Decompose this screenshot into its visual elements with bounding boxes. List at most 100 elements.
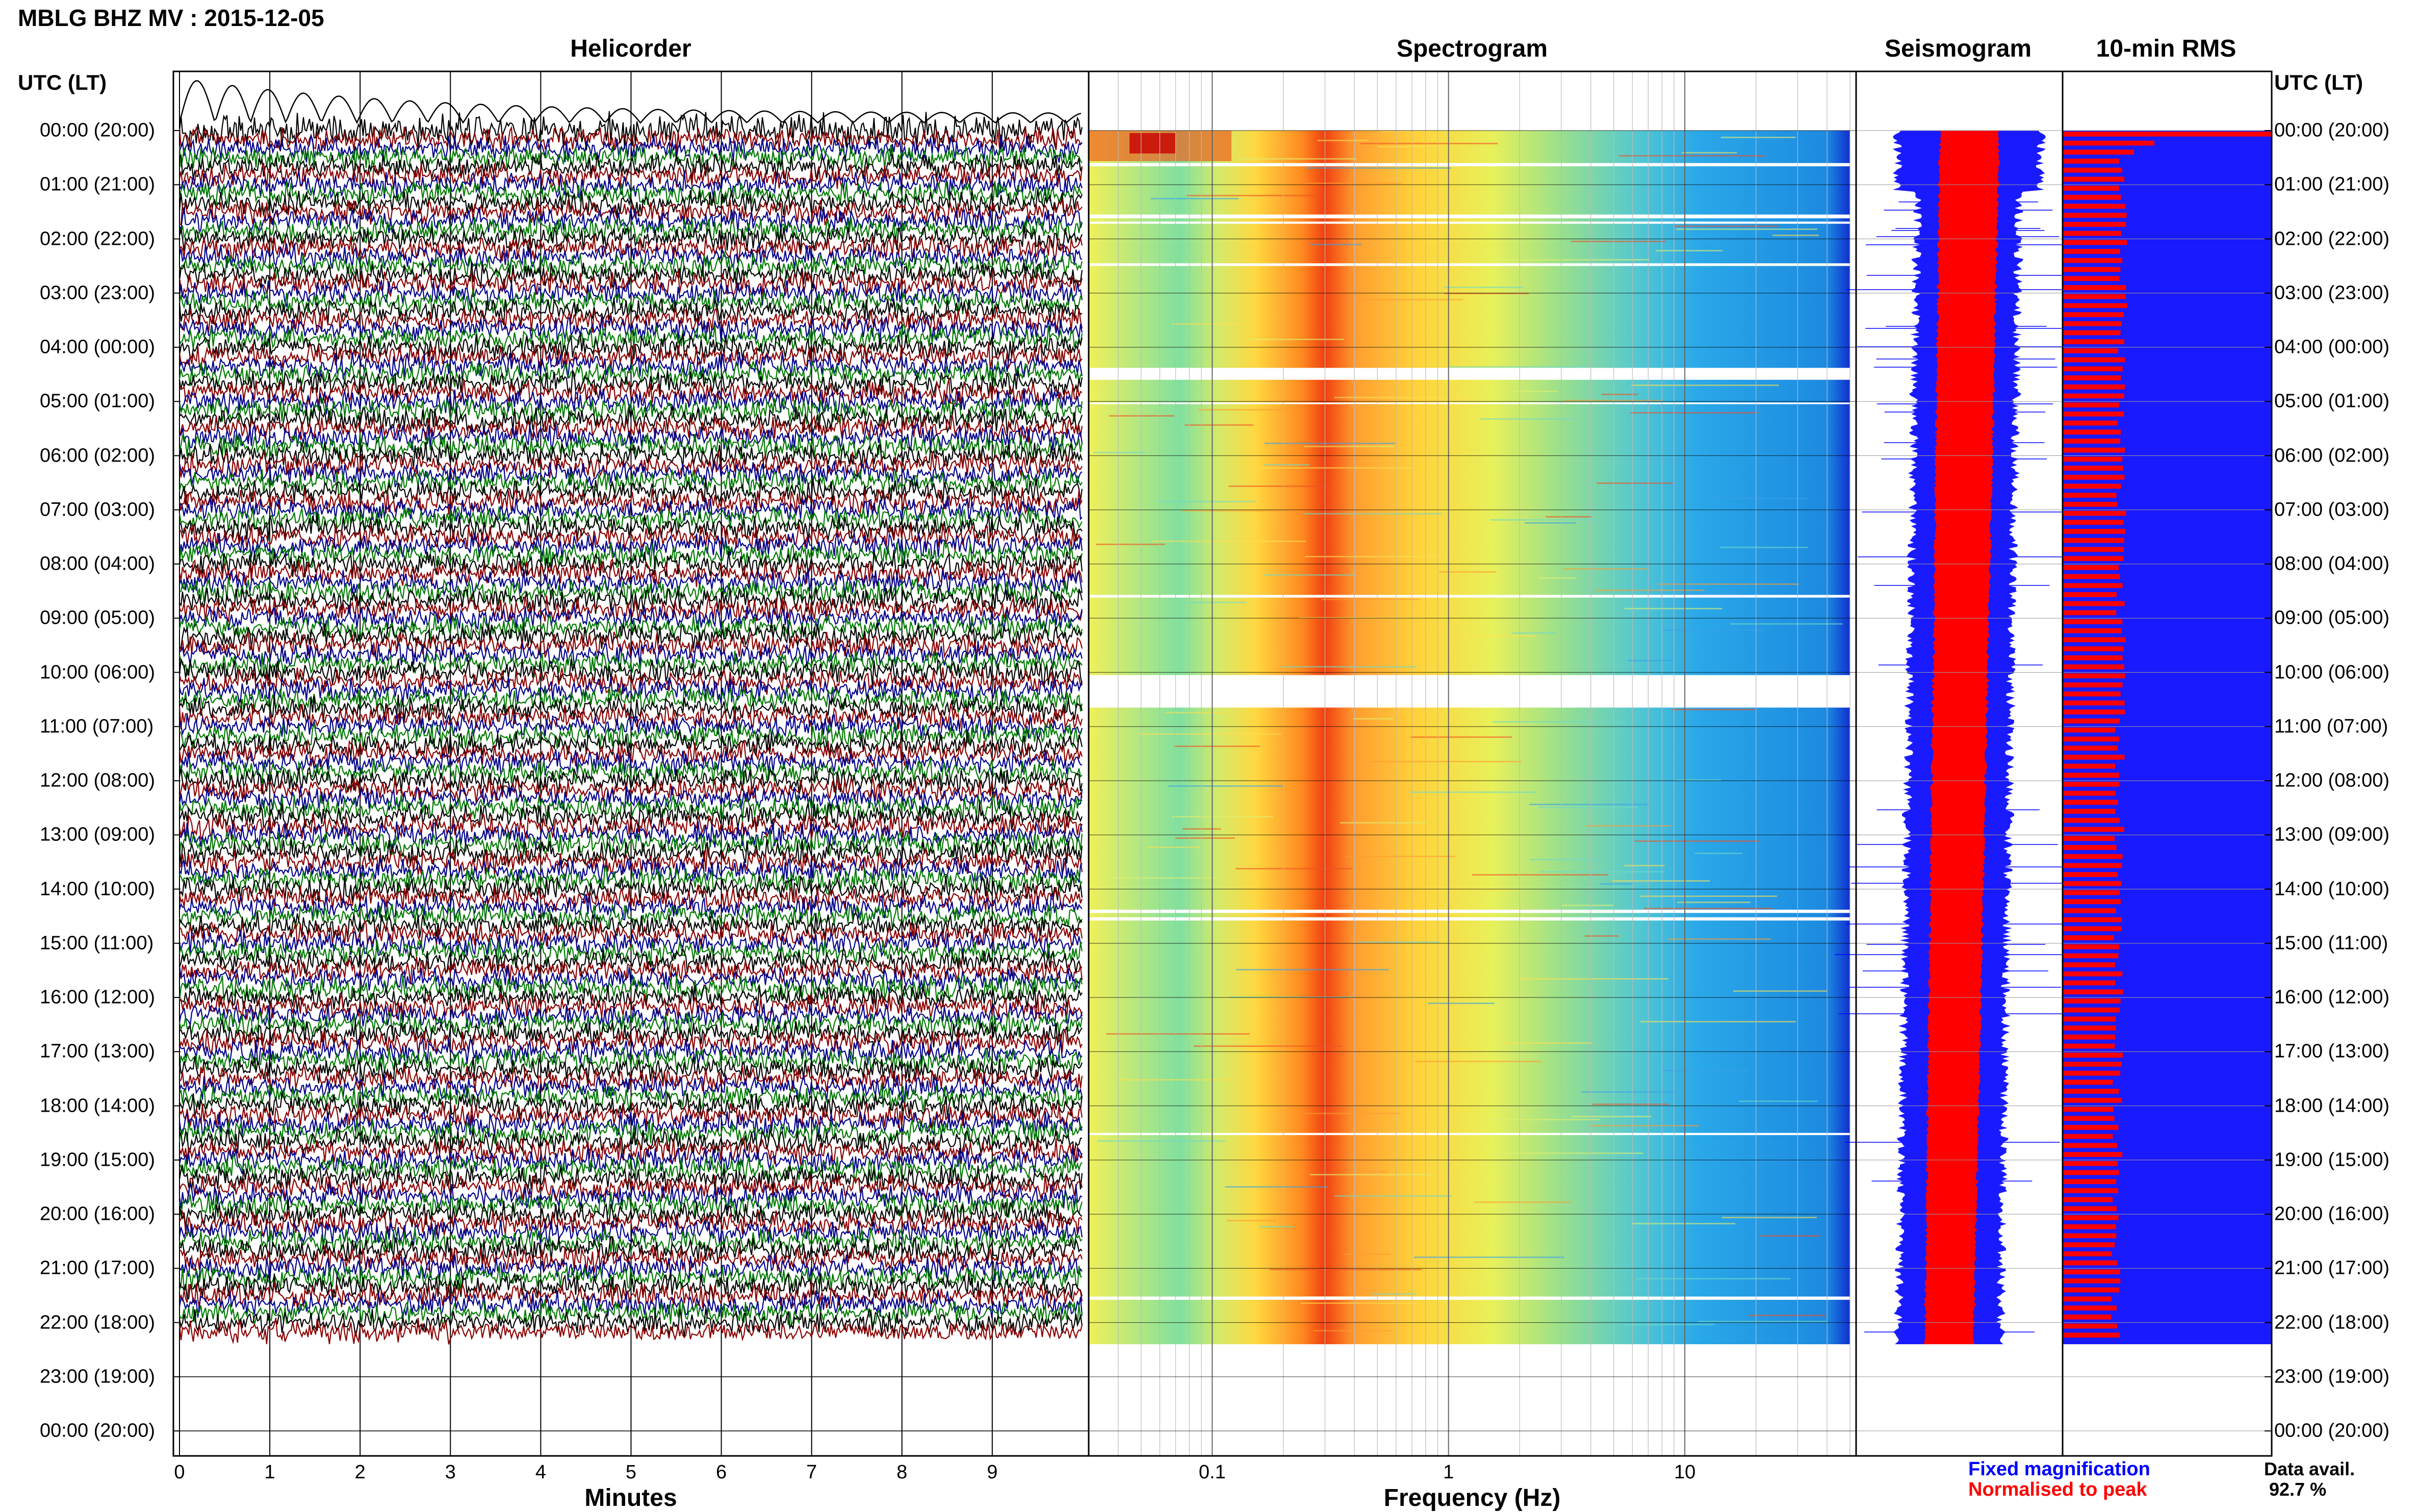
rms-normalised-bar (2063, 529, 2126, 534)
rms-normalised-bar (2063, 1089, 2119, 1094)
left-time-label: 18:00 (14:00) (40, 1095, 156, 1116)
helicorder-trace (178, 757, 1083, 786)
spectrogram-streak (1334, 397, 1472, 398)
spectrogram-streak (1663, 1070, 1748, 1071)
rms-normalised-bar (2063, 565, 2119, 570)
helicorder-trace (178, 677, 1083, 705)
right-time-label: 16:00 (12:00) (2274, 986, 2390, 1008)
left-time-label: 11:00 (07:00) (40, 715, 154, 737)
rms-normalised-bar (2063, 1269, 2120, 1274)
rms-normalised-bar (2063, 592, 2117, 597)
rms-normalised-bar (2063, 1026, 2116, 1031)
helicorder-tick-label: 4 (535, 1462, 546, 1483)
spectrogram-streak (1694, 853, 1742, 854)
spectrogram-streak (1631, 1223, 1736, 1224)
left-time-label: 00:00 (20:00) (40, 1420, 156, 1442)
helicorder-tick-label: 2 (354, 1462, 366, 1483)
spectrogram-streak (1198, 409, 1292, 411)
rms-normalised-bar (2063, 1260, 2118, 1266)
spectrogram-streak (1194, 1045, 1342, 1047)
rms-normalised-bar (2063, 222, 2126, 227)
helicorder-trace (178, 558, 1083, 587)
spectrogram-streak (1413, 1257, 1564, 1258)
left-time-label: 19:00 (15:00) (40, 1149, 156, 1171)
rms-normalised-bar (2063, 953, 2119, 959)
helicorder-trace (179, 153, 1083, 181)
spectrogram-xlabel: Frequency (Hz) (1383, 1484, 1561, 1511)
rms-normalised-bar (2063, 827, 2124, 832)
spectrogram-streak (1094, 452, 1146, 453)
helicorder-trace (178, 739, 1083, 768)
spectrogram-early-patch-core (1129, 133, 1175, 153)
spectrogram-gap (1089, 1296, 1850, 1300)
spectrogram-streak (1235, 868, 1352, 869)
helicorder-trace (179, 640, 1083, 668)
helicorder-trace (178, 1317, 460, 1345)
spectrogram-streak (1270, 1269, 1422, 1270)
left-time-label: 23:00 (19:00) (40, 1366, 156, 1388)
spectrogram-streak (1309, 1174, 1432, 1175)
helicorder-trace (178, 766, 1083, 795)
left-time-label: 00:00 (20:00) (40, 119, 156, 141)
helicorder-trace (179, 993, 1083, 1021)
data-availability-value: 92.7 % (2269, 1479, 2327, 1500)
rms-normalised-bar (2063, 944, 2120, 950)
spectrogram-streak (1612, 880, 1710, 882)
spectrogram-streak (1698, 1321, 1828, 1322)
helicorder-traces (173, 71, 1089, 1456)
helicorder-trace (179, 584, 1083, 614)
helicorder-tick-label: 3 (445, 1462, 456, 1483)
rms-normalised-bar (2063, 682, 2123, 687)
left-time-label: 06:00 (02:00) (40, 445, 156, 466)
rms-normalised-bar (2063, 1134, 2113, 1139)
helicorder-trace (179, 378, 1083, 406)
spectrogram-streak (1760, 1235, 1820, 1237)
helicorder-top-trace (178, 80, 1082, 124)
rms-normalised-bar (2063, 339, 2125, 345)
spectrogram-streak (1298, 617, 1425, 619)
helicorder-trace (179, 234, 1083, 262)
rms-normalised-bar (2063, 1097, 2122, 1103)
spectrogram-streak (1529, 804, 1649, 805)
spectrogram-streak (1187, 195, 1319, 196)
rms-normalised-bar (2063, 429, 2121, 435)
helicorder-trace (459, 1322, 1083, 1342)
spectrogram-streak (1096, 544, 1165, 545)
rms-normalised-bar (2063, 1233, 2117, 1239)
helicorder-trace (179, 623, 1083, 650)
left-time-label: 12:00 (08:00) (40, 770, 156, 791)
rms-normalised-bar (2063, 447, 2125, 453)
rms-normalised-bar (2063, 637, 2126, 643)
rms-normalised-bar (2063, 194, 2121, 200)
helicorder-tick-label: 6 (716, 1462, 727, 1483)
helicorder-trace (178, 368, 1083, 398)
rms-normalised-bar (2063, 502, 2118, 507)
spectrogram-streak (1174, 837, 1235, 839)
spectrogram-streak (1280, 666, 1417, 668)
spectrogram-streak (1443, 287, 1524, 288)
rms-normalised-bar (2063, 574, 2120, 579)
helicorder-trace (179, 478, 1083, 505)
spectrogram-gap (1089, 909, 1850, 913)
spectrogram-gap (1089, 1133, 1850, 1135)
spectrogram-streak (1236, 969, 1389, 970)
spectrogram-streak (1493, 721, 1625, 723)
spectrogram-streak (1444, 293, 1529, 294)
spectrogram-streak (1097, 1140, 1226, 1142)
helicorder-trace (179, 857, 1083, 886)
helicorder-trace (179, 875, 1083, 904)
spectrogram-streak (1166, 712, 1227, 713)
spectrogram-streak (1172, 816, 1273, 817)
spectrogram-streak (1719, 547, 1808, 548)
helicorder-trace (178, 487, 1083, 516)
right-time-label: 05:00 (01:00) (2274, 390, 2390, 412)
rms-normalised-bar (2063, 935, 2114, 940)
spectrogram-streak (1706, 498, 1808, 499)
rms-normalised-bar (2063, 1305, 2117, 1311)
spectrogram-streak (1676, 779, 1721, 781)
helicorder-trace (179, 821, 1083, 849)
rms-normalised-bar (2063, 854, 2123, 859)
left-time-label: 15:00 (11:00) (40, 932, 154, 954)
spectrogram-streak (1592, 1104, 1669, 1105)
rms-normalised-bar (2063, 1332, 2120, 1338)
